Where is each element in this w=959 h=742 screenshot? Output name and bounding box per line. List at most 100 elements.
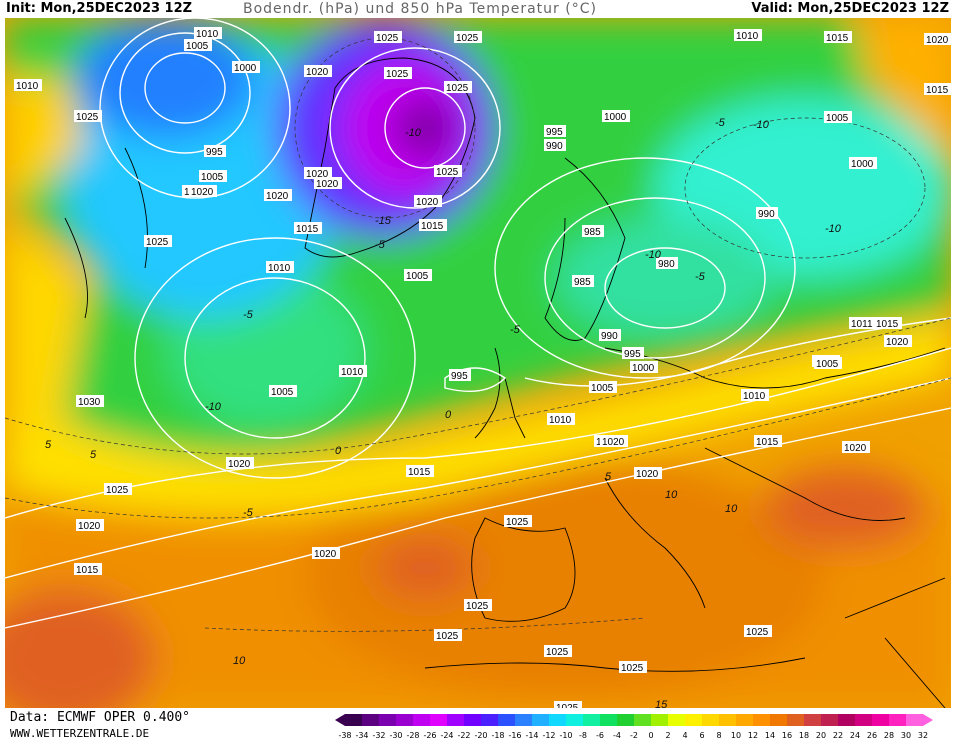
pressure-label: 1020 (189, 185, 217, 198)
colorbar-tick-label: -28 (406, 731, 419, 740)
pressure-label: 1005 (814, 357, 842, 370)
pressure-label: 1025 (504, 515, 532, 528)
colorbar-swatch (498, 714, 515, 726)
pressure-label-text: 995 (624, 349, 641, 360)
pressure-label: 1020 (312, 547, 340, 560)
colorbar-swatch (906, 714, 923, 726)
colorbar-tick-label: 4 (682, 731, 687, 740)
colorbar-swatch (413, 714, 430, 726)
pressure-label-text: 985 (574, 277, 591, 288)
colorbar-swatch (753, 714, 770, 726)
pressure-label-text: 1025 (386, 69, 409, 80)
colorbar-tick-label: 8 (716, 731, 721, 740)
temperature-label: -5 (715, 117, 726, 129)
pressure-label-text: 1025 (106, 485, 129, 496)
pressure-label-text: 1015 (876, 319, 899, 330)
pressure-label-text: 1010 (16, 81, 39, 92)
colorbar-swatch (532, 714, 549, 726)
temperature-label: -10 (205, 401, 222, 413)
colorbar-tick-label: -32 (372, 731, 385, 740)
pressure-label: 1000 (630, 361, 658, 374)
colorbar-tick-label: -10 (559, 731, 572, 740)
colorbar-swatch (566, 714, 583, 726)
pressure-label-text: 1015 (826, 33, 849, 44)
colorbar-swatch (736, 714, 753, 726)
colorbar-tick-label: -20 (474, 731, 487, 740)
pressure-label: 995 (622, 347, 644, 360)
pressure-label-text: 1025 (446, 83, 469, 94)
pressure-label-text: 1020 (416, 197, 439, 208)
pressure-label: 1020 (634, 467, 662, 480)
pressure-label-text: 1000 (234, 63, 257, 74)
temperature-label: -10 (405, 127, 422, 139)
pressure-label: 1015 (419, 219, 447, 232)
pressure-label-text: 1015 (296, 224, 319, 235)
pressure-label: 1025 (374, 31, 402, 44)
pressure-label-text: 1020 (886, 337, 909, 348)
pressure-label: 1005 (199, 170, 227, 183)
colorbar-tick-label: 14 (765, 731, 775, 740)
colorbar-tick-label: -8 (579, 731, 587, 740)
colorbar-tick-label: -16 (508, 731, 521, 740)
pressure-label: 1010 (14, 79, 42, 92)
pressure-label-text: 1020 (306, 67, 329, 78)
pressure-label-text: 1025 (456, 33, 479, 44)
temperature-label: 10 (233, 655, 246, 667)
pressure-label-text: 1010 (196, 29, 219, 40)
colorbar-tick-label: -34 (355, 731, 368, 740)
pressure-label-text: 1010 (736, 31, 759, 42)
colorbar-tick-label: -24 (440, 731, 453, 740)
pressure-label-text: 995 (451, 371, 468, 382)
pressure-label: 985 (582, 225, 604, 238)
pressure-label-text: 995 (546, 127, 563, 138)
pressure-label: 1015 (406, 465, 434, 478)
colorbar-swatch (515, 714, 532, 726)
colorbar-tick-label: 18 (799, 731, 809, 740)
pressure-label-text: 1020 (602, 437, 625, 448)
pressure-label: 1020 (226, 457, 254, 470)
pressure-label-text: 1005 (271, 387, 294, 398)
pressure-label-text: 1025 (436, 631, 459, 642)
colorbar-swatch (855, 714, 872, 726)
colorbar-tick-label: -2 (630, 731, 638, 740)
pressure-label-text: 1010 (268, 263, 291, 274)
temperature-label: 5 (45, 439, 52, 451)
colorbar-tick-label: -38 (338, 731, 351, 740)
colorbar-swatch (464, 714, 481, 726)
pressure-label-text: 1025 (436, 167, 459, 178)
colorbar-tick-label: -22 (457, 731, 470, 740)
colorbar-swatch (430, 714, 447, 726)
pressure-label-text: 1020 (228, 459, 251, 470)
colorbar-swatch (838, 714, 855, 726)
weather-map: 1010 1005 1000 1025 1025 1020 1025 1025 1010 1015… (5, 18, 951, 708)
pressure-label-text: 1005 (406, 271, 429, 282)
colorbar-swatch (549, 714, 566, 726)
pressure-label: 1020 (924, 33, 951, 46)
colorbar-tick-label: 32 (918, 731, 928, 740)
pressure-label-text: 1025 (376, 33, 399, 44)
pressure-label-text: 1020 (636, 469, 659, 480)
colorbar-swatch (889, 714, 906, 726)
temperature-label: 15 (655, 699, 668, 708)
pressure-label: 1005 (589, 381, 617, 394)
pressure-label: 1000 (849, 157, 877, 170)
pressure-label: 990 (544, 139, 566, 152)
colorbar-swatch (481, 714, 498, 726)
pressure-label: 1020 (884, 335, 912, 348)
pressure-label-text: 1025 (546, 647, 569, 658)
pressure-label: 995 (544, 125, 566, 138)
pressure-label: 1025 (144, 235, 172, 248)
colorbar-swatch (362, 714, 379, 726)
pressure-label: 1025 (434, 629, 462, 642)
colorbar-swatch (634, 714, 651, 726)
colorbar-tick-label: 20 (816, 731, 826, 740)
pressure-label-text: 1025 (556, 703, 579, 708)
colorbar-tick-label: 26 (867, 731, 877, 740)
temperature-label: 10 (725, 503, 738, 515)
pressure-label-text: 995 (206, 147, 223, 158)
colorbar-swatch (600, 714, 617, 726)
colorbar-swatch (583, 714, 600, 726)
pressure-label-text: 1020 (316, 179, 339, 190)
pressure-label-text: 1005 (826, 113, 849, 124)
pressure-label: 1015 (824, 31, 852, 44)
